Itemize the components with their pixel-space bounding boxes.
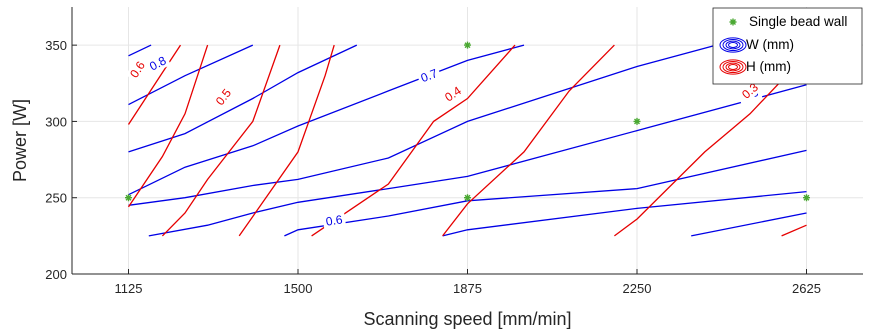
legend-label-single-bead-wall: Single bead wall	[749, 14, 847, 29]
height-contour-line	[238, 44, 335, 237]
width-contour-line	[128, 44, 358, 153]
contour-label: 0.8	[147, 53, 169, 73]
y-tick-label: 200	[45, 267, 67, 282]
x-tick-label: 1875	[453, 281, 482, 296]
x-axis-label: Scanning speed [mm/min]	[363, 309, 571, 329]
legend-ring	[719, 59, 747, 75]
contour-label-background	[211, 84, 236, 110]
legend-star-shape	[729, 18, 737, 26]
x-tick-label: 1125	[115, 281, 143, 296]
legend-ring	[728, 64, 738, 70]
legend-label-height: H (mm)	[746, 59, 791, 74]
contour-label-background	[125, 56, 150, 83]
axis-ticks: 1125 1500 1875 2250 2625 200 250 300 350	[45, 38, 821, 296]
height-contour-line	[161, 44, 281, 237]
single-bead-marker	[464, 41, 471, 49]
single-bead-marker	[633, 117, 641, 125]
x-tick-label: 2625	[792, 281, 821, 296]
legend-ring	[719, 37, 747, 53]
y-tick-label: 300	[45, 114, 67, 129]
legend-item-height: H (mm)	[719, 59, 791, 75]
contour-labels: 0.80.70.60.60.60.50.40.3	[125, 52, 763, 230]
x-tick-label: 2250	[623, 281, 652, 296]
width-contour-line	[148, 84, 807, 237]
legend-ring	[722, 39, 744, 51]
legend-ring	[728, 42, 738, 48]
red-contour-icon	[719, 59, 747, 75]
blue-contour-icon	[719, 37, 747, 53]
contour-label-background	[440, 82, 467, 106]
chart-legend: Single bead wall W (mm) H (mm)	[712, 7, 863, 85]
height-contour-line	[311, 44, 516, 237]
y-axis-label: Power [W]	[10, 99, 30, 182]
y-tick-label: 250	[45, 191, 67, 206]
single-bead-marker	[464, 194, 471, 202]
contour-label-background	[416, 65, 442, 87]
single-bead-markers	[125, 41, 810, 202]
width-contour-line	[284, 149, 807, 237]
legend-label-width: W (mm)	[746, 37, 794, 52]
height-contour-line	[442, 44, 615, 237]
width-contour-line	[128, 44, 152, 57]
contour-label: 0.6	[325, 212, 344, 228]
contour-label: 0.7	[419, 66, 440, 85]
legend-ring	[725, 40, 741, 50]
legend-ring	[725, 62, 741, 72]
x-tick-label: 1500	[284, 281, 313, 296]
legend-ring	[722, 61, 744, 73]
y-tick-label: 350	[45, 38, 67, 53]
width-contour-line	[128, 44, 525, 196]
contour-label-background	[322, 212, 347, 230]
width-contour-line	[691, 212, 807, 237]
single-bead-marker	[803, 194, 810, 202]
legend-item-width: W (mm)	[719, 37, 794, 53]
contour-label-background	[737, 78, 763, 104]
contour-lines	[127, 35, 807, 237]
width-contour-line	[442, 190, 807, 237]
legend-item-single-bead-wall: Single bead wall	[729, 14, 847, 29]
height-contour-line	[781, 224, 807, 237]
star-marker-icon	[729, 18, 737, 26]
height-contour-line	[127, 44, 209, 208]
single-bead-marker	[125, 194, 132, 202]
height-contour-line	[127, 44, 182, 125]
contour-label-background	[144, 52, 171, 75]
